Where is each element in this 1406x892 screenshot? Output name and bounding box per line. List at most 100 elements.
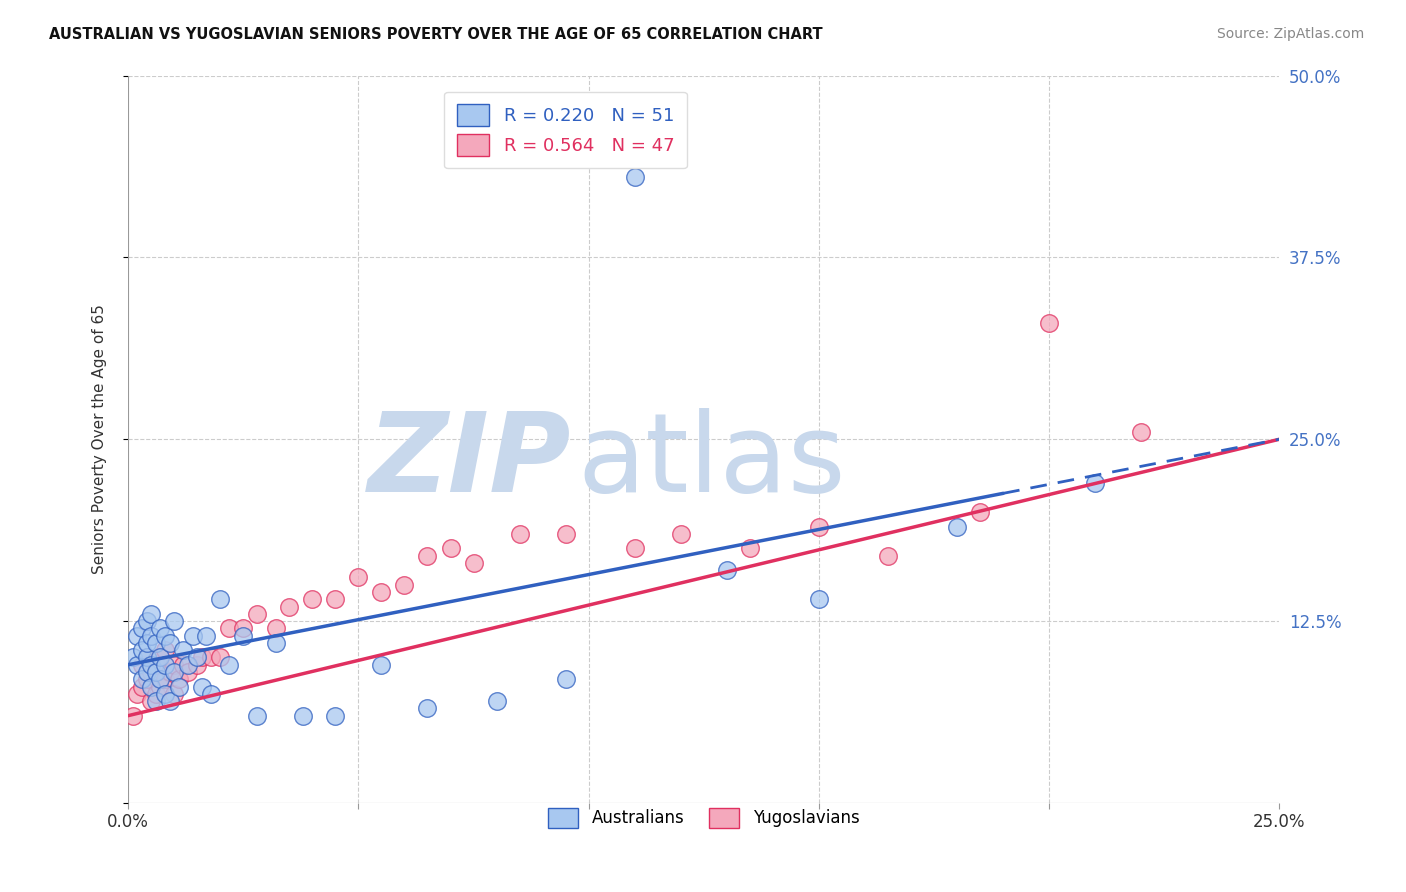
Point (264, 636, 287, 650)
Point (278, 599, 301, 614)
Point (738, 541, 761, 556)
Point (177, 665, 200, 679)
Point (325, 708, 347, 723)
Point (370, 657, 392, 672)
Point (877, 549, 900, 563)
Point (141, 665, 163, 679)
Point (135, 650, 157, 665)
Point (623, 541, 645, 556)
Point (141, 629, 163, 643)
Point (485, 694, 508, 708)
Point (141, 694, 163, 708)
Point (153, 673, 176, 687)
Point (946, 519, 969, 533)
Point (554, 526, 576, 541)
Point (135, 665, 157, 679)
Point (153, 643, 176, 657)
Point (200, 650, 222, 665)
Point (232, 629, 254, 643)
Point (209, 650, 232, 665)
Point (969, 505, 991, 519)
Point (167, 680, 190, 694)
Point (127, 657, 149, 672)
Text: AUSTRALIAN VS YUGOSLAVIAN SENIORS POVERTY OVER THE AGE OF 65 CORRELATION CHART: AUSTRALIAN VS YUGOSLAVIAN SENIORS POVERT… (49, 27, 823, 42)
Point (149, 621, 172, 635)
Point (416, 701, 439, 715)
Point (394, 578, 416, 592)
Point (232, 621, 254, 635)
Point (127, 687, 149, 701)
Point (131, 680, 153, 694)
Point (1084, 475, 1107, 490)
Point (172, 643, 194, 657)
Point (186, 657, 208, 672)
Point (149, 673, 172, 687)
Point (145, 694, 167, 708)
Text: atlas: atlas (576, 408, 845, 515)
Point (135, 614, 157, 628)
Point (121, 708, 143, 723)
Point (131, 673, 153, 687)
Point (131, 643, 153, 657)
Point (554, 673, 576, 687)
Point (172, 657, 194, 672)
Point (163, 657, 186, 672)
Point (246, 708, 269, 723)
Text: ZIP: ZIP (368, 408, 571, 515)
Point (195, 629, 218, 643)
Point (181, 629, 204, 643)
Point (264, 621, 287, 635)
Y-axis label: Seniors Poverty Over the Age of 65: Seniors Poverty Over the Age of 65 (93, 304, 107, 574)
Point (200, 687, 222, 701)
Point (135, 650, 157, 665)
Point (141, 680, 163, 694)
Point (716, 563, 738, 577)
Point (807, 592, 830, 607)
Point (153, 657, 176, 672)
Point (145, 665, 167, 679)
Point (145, 657, 167, 672)
Point (669, 526, 692, 541)
Point (145, 636, 167, 650)
Text: Source: ZipAtlas.com: Source: ZipAtlas.com (1216, 27, 1364, 41)
Point (509, 526, 531, 541)
Point (292, 708, 315, 723)
Point (163, 687, 186, 701)
Point (149, 650, 172, 665)
Point (325, 592, 347, 607)
Point (301, 592, 323, 607)
Point (141, 607, 163, 621)
Legend: Australians, Yugoslavians: Australians, Yugoslavians (541, 801, 866, 835)
Point (209, 592, 232, 607)
Point (177, 657, 200, 672)
Point (1130, 425, 1153, 439)
Point (149, 650, 172, 665)
Point (153, 629, 176, 643)
Point (191, 650, 214, 665)
Point (135, 673, 157, 687)
Point (246, 607, 269, 621)
Point (131, 657, 153, 672)
Point (439, 541, 461, 556)
Point (127, 629, 149, 643)
Point (218, 621, 240, 635)
Point (186, 650, 208, 665)
Point (163, 665, 186, 679)
Point (159, 694, 181, 708)
Point (370, 585, 392, 599)
Point (149, 680, 172, 694)
Point (218, 657, 240, 672)
Point (135, 636, 157, 650)
Point (623, 170, 645, 185)
Point (163, 614, 186, 628)
Point (807, 519, 830, 533)
Point (1038, 316, 1060, 330)
Point (347, 570, 370, 584)
Point (145, 687, 167, 701)
Point (159, 665, 181, 679)
Point (416, 549, 439, 563)
Point (463, 556, 485, 570)
Point (153, 687, 176, 701)
Point (121, 650, 143, 665)
Point (131, 621, 153, 635)
